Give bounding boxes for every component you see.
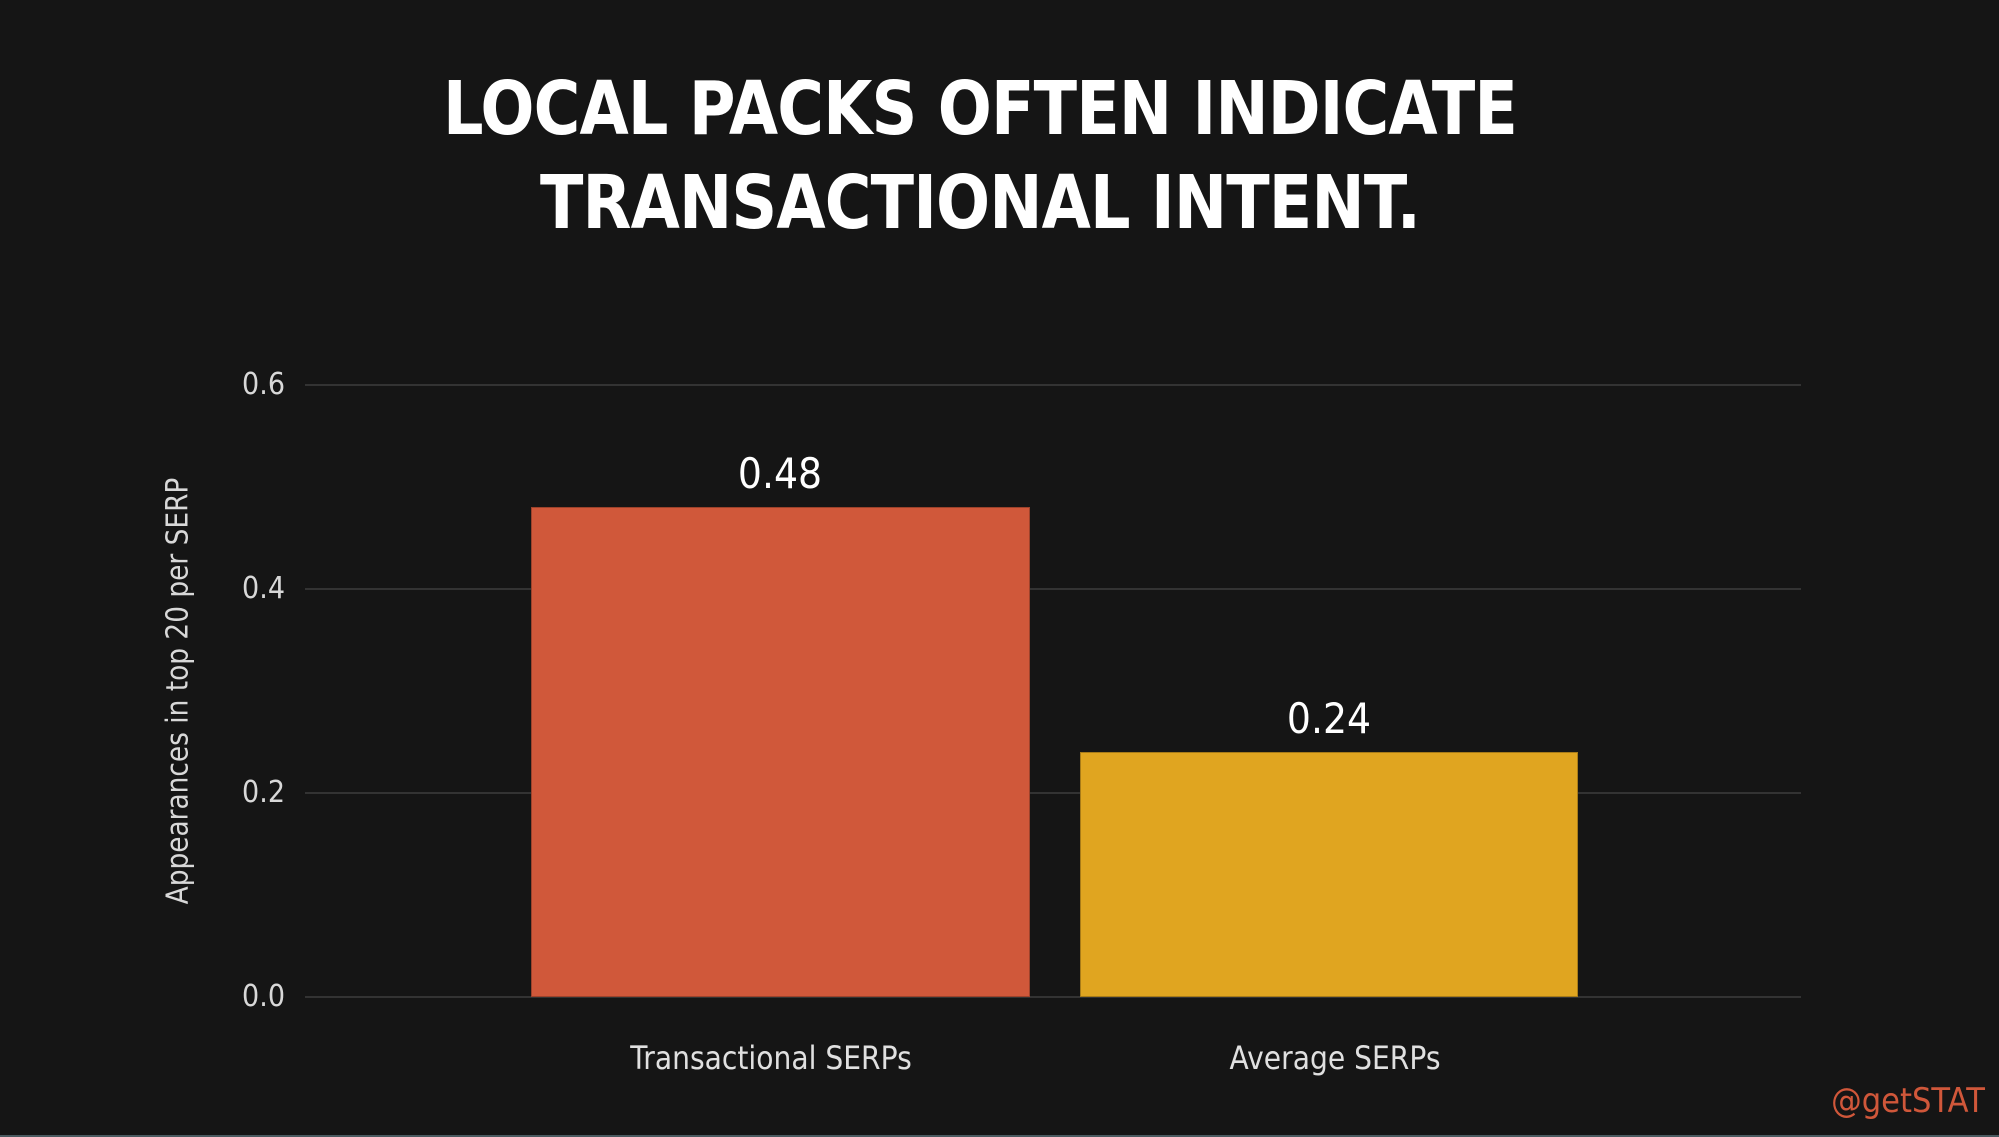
chart-title: LOCAL PACKS OFTEN INDICATE TRANSACTIONAL… <box>137 62 1823 250</box>
watermark-handle: @getSTAT <box>1831 1081 1985 1121</box>
chart-title-line-2: TRANSACTIONAL INTENT. <box>539 160 1421 246</box>
y-tick-0.0: 0.0 <box>242 979 285 1014</box>
x-tick-transactional-serps: Transactional SERPs <box>630 1039 912 1077</box>
bar-value-transactional: 0.48 <box>737 449 823 498</box>
gridline-0.2 <box>305 792 1801 794</box>
bar-average-serps <box>1080 752 1578 997</box>
y-tick-0.2: 0.2 <box>242 775 285 810</box>
gridline-0.6 <box>305 384 1801 386</box>
gridline-0.0 <box>305 996 1801 998</box>
chart-title-line-1: LOCAL PACKS OFTEN INDICATE <box>443 66 1518 152</box>
bar-value-average: 0.24 <box>1286 694 1372 743</box>
y-tick-0.4: 0.4 <box>242 571 285 606</box>
bar-transactional-serps <box>531 507 1030 997</box>
plot-area: 0.6 0.4 0.2 0.0 0.48 0.24 <box>242 370 1801 1012</box>
y-tick-0.6: 0.6 <box>242 367 285 402</box>
x-tick-average-serps: Average SERPs <box>1229 1039 1441 1077</box>
gridline-0.4 <box>305 588 1801 590</box>
y-axis-label: Appearances in top 20 per SERP <box>160 477 196 905</box>
